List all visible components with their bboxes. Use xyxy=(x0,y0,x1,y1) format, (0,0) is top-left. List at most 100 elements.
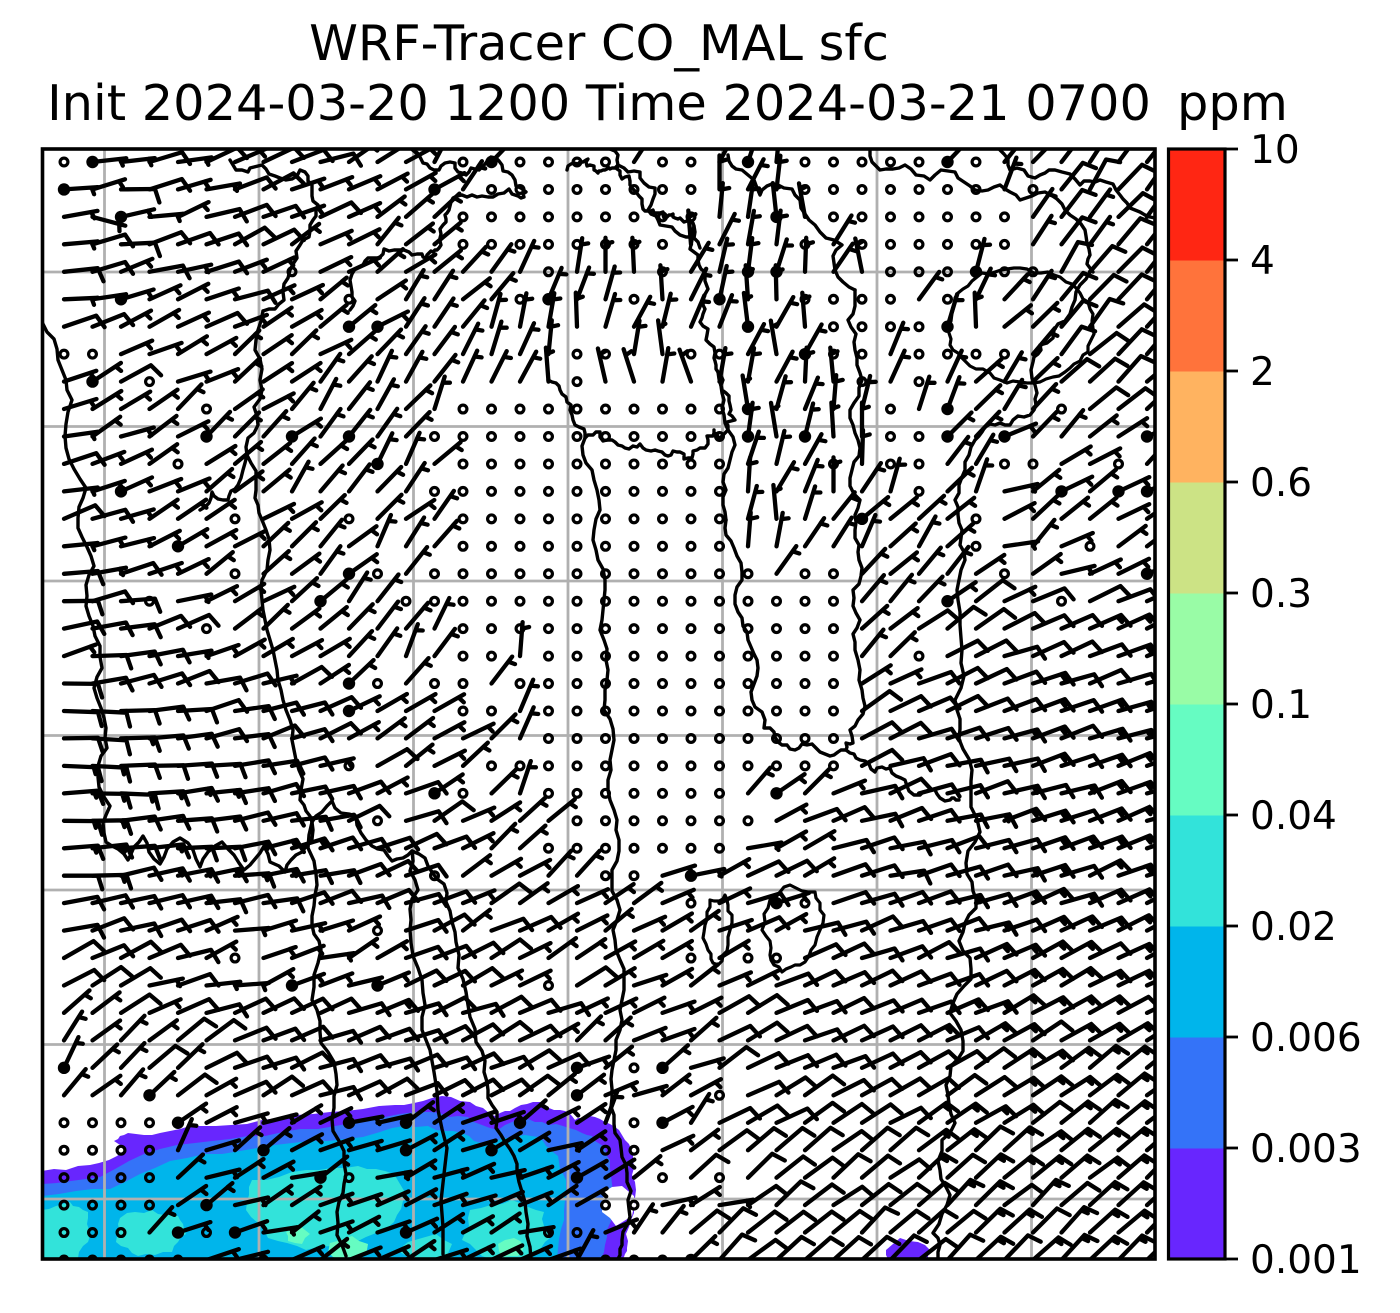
wind-barb xyxy=(1116,556,1152,576)
wind-barb xyxy=(432,720,467,741)
wind-barb xyxy=(1087,642,1133,659)
wind-barb xyxy=(1002,1047,1047,1070)
wind-barb xyxy=(888,694,933,714)
wind-barb xyxy=(973,409,1004,439)
wind-barb xyxy=(61,642,99,659)
wind-barb xyxy=(489,881,533,906)
calm-wind-circle xyxy=(542,623,554,635)
wind-barb xyxy=(973,1074,1018,1098)
wind-barb xyxy=(204,761,248,780)
wind-barb xyxy=(1002,303,1035,329)
wind-barb xyxy=(1087,887,1133,906)
calm-wind-circle xyxy=(713,568,725,580)
wind-barb xyxy=(831,995,876,1016)
wind-barb xyxy=(289,996,335,1016)
wind-barb xyxy=(916,514,942,549)
calm-wind-circle xyxy=(628,650,640,662)
wind-barb xyxy=(232,328,264,357)
calm-wind-circle xyxy=(542,183,554,195)
wind-barb xyxy=(147,307,182,329)
wind-barb xyxy=(375,512,398,549)
wind-barb xyxy=(346,719,381,741)
calm-wind-circle xyxy=(628,513,640,525)
wind-barb xyxy=(489,1130,523,1153)
wind-barb xyxy=(375,939,410,961)
wind-barb xyxy=(204,897,249,915)
wind-barb xyxy=(859,1024,905,1043)
wind-barb xyxy=(489,937,534,961)
wind-barb xyxy=(745,455,759,494)
wind-barb xyxy=(517,795,549,823)
wind-barb xyxy=(916,608,961,631)
calm-wind-circle xyxy=(628,732,640,744)
calm-wind-circle xyxy=(713,513,725,525)
calm-wind-circle xyxy=(457,623,469,635)
calm-wind-circle xyxy=(486,540,498,552)
calm-wind-circle xyxy=(542,431,554,443)
wind-barb xyxy=(745,345,763,384)
wind-barb xyxy=(147,476,184,494)
colorbar-tick-label: 0.1 xyxy=(1250,683,1312,728)
wind-barb xyxy=(147,230,193,247)
plot-subtitle: Init 2024-03-20 1200 Time 2024-03-21 070… xyxy=(47,73,1151,132)
wind-barb xyxy=(717,1044,761,1070)
wind-barb xyxy=(460,853,493,878)
calm-wind-circle xyxy=(799,678,811,690)
wind-barb xyxy=(403,296,431,329)
calm-wind-circle xyxy=(713,705,725,717)
calm-wind-circle xyxy=(87,1254,98,1259)
wind-barb xyxy=(717,917,754,933)
wind-barb xyxy=(1116,833,1155,851)
wind-barb xyxy=(945,434,974,467)
calm-wind-circle xyxy=(913,458,925,470)
wind-barb xyxy=(888,550,921,576)
wind-barb xyxy=(460,888,497,906)
wind-barb xyxy=(61,988,93,1016)
wind-barb xyxy=(232,387,266,412)
calm-wind-circle xyxy=(913,266,925,278)
wind-barb xyxy=(318,1191,355,1208)
calm-wind-circle xyxy=(514,211,526,223)
wind-barb xyxy=(660,1133,696,1153)
calm-wind-circle xyxy=(884,403,896,415)
wind-barb xyxy=(318,438,350,467)
calm-wind-circle xyxy=(542,211,554,223)
wind-barb xyxy=(888,889,934,906)
wind-barb xyxy=(802,345,816,384)
wind-barb xyxy=(859,1153,903,1180)
calm-wind-circle xyxy=(998,568,1010,580)
wind-barb xyxy=(147,560,184,576)
wind-barb xyxy=(802,457,825,494)
wind-barb xyxy=(945,544,974,576)
wind-barb xyxy=(1030,551,1064,576)
wind-barb xyxy=(204,642,241,659)
wind-barb xyxy=(489,968,525,988)
wind-barb xyxy=(118,363,164,384)
wind-barb xyxy=(888,776,934,796)
wind-barb xyxy=(831,1208,874,1235)
wind-barb xyxy=(1087,1179,1130,1208)
wind-barb xyxy=(232,925,272,938)
wind-barb xyxy=(460,805,497,823)
wind-barb xyxy=(630,235,642,274)
wind-barb xyxy=(517,238,541,274)
calm-wind-circle xyxy=(656,513,668,525)
station-dot xyxy=(941,155,954,169)
calm-wind-circle xyxy=(514,403,526,415)
wind-barb xyxy=(175,1042,207,1070)
calm-wind-circle xyxy=(514,238,526,250)
wind-barb xyxy=(118,1067,148,1098)
wind-barb xyxy=(375,572,404,604)
wind-barb xyxy=(831,373,845,412)
wind-barb xyxy=(318,577,350,604)
calm-wind-circle xyxy=(998,348,1010,360)
wind-barb xyxy=(175,526,210,549)
wind-barb xyxy=(859,603,891,631)
wind-barb xyxy=(774,1053,820,1070)
calm-wind-circle xyxy=(599,485,611,497)
wind-barb xyxy=(375,327,406,357)
wind-barb xyxy=(745,1183,790,1208)
wind-barb xyxy=(261,584,297,604)
wind-barb xyxy=(232,703,277,722)
wind-barb xyxy=(1059,1045,1103,1070)
